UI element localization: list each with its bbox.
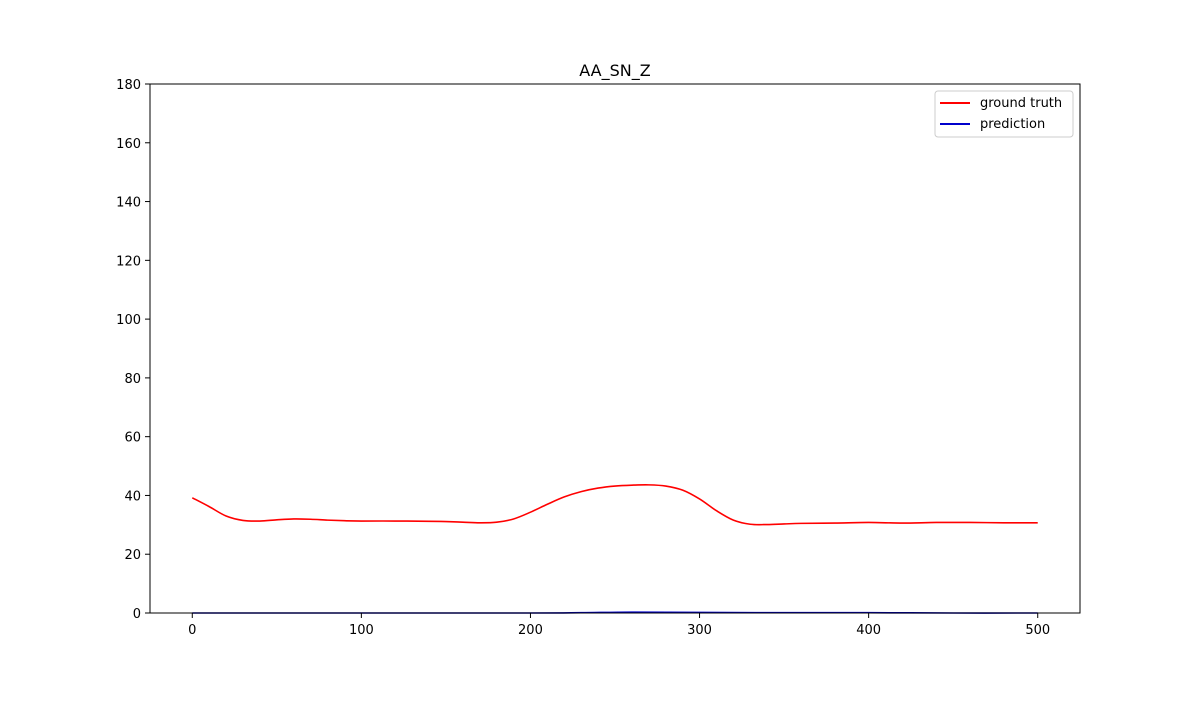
legend-label-prediction: prediction (980, 117, 1045, 132)
x-tick-label-400: 400 (856, 623, 881, 638)
legend: ground truth prediction (934, 90, 1074, 138)
x-tick-label-300: 300 (687, 623, 712, 638)
y-tick-label-80: 80 (124, 372, 141, 387)
y-tick-label-60: 60 (124, 431, 141, 446)
series-line-ground-truth (191, 484, 1038, 526)
y-tick-label-100: 100 (116, 313, 141, 328)
chart-title: AA_SN_Z (579, 61, 650, 81)
y-tick-label-0: 0 (133, 607, 141, 622)
y-axis: 0 20 40 60 80 100 120 140 160 180 (116, 78, 150, 622)
y-tick-label-180: 180 (116, 78, 141, 93)
x-tick-label-500: 500 (1025, 623, 1050, 638)
y-tick-label-120: 120 (116, 254, 141, 269)
legend-label-ground-truth: ground truth (980, 96, 1062, 111)
y-tick-label-40: 40 (124, 489, 141, 504)
y-tick-label-140: 140 (116, 196, 141, 211)
x-axis: 0 100 200 300 400 500 (188, 613, 1050, 638)
y-tick-label-20: 20 (124, 548, 141, 563)
plot-frame (149, 83, 1081, 614)
x-tick-label-200: 200 (518, 623, 543, 638)
y-tick-label-160: 160 (116, 137, 141, 152)
x-tick-label-100: 100 (349, 623, 374, 638)
x-tick-label-0: 0 (188, 623, 196, 638)
